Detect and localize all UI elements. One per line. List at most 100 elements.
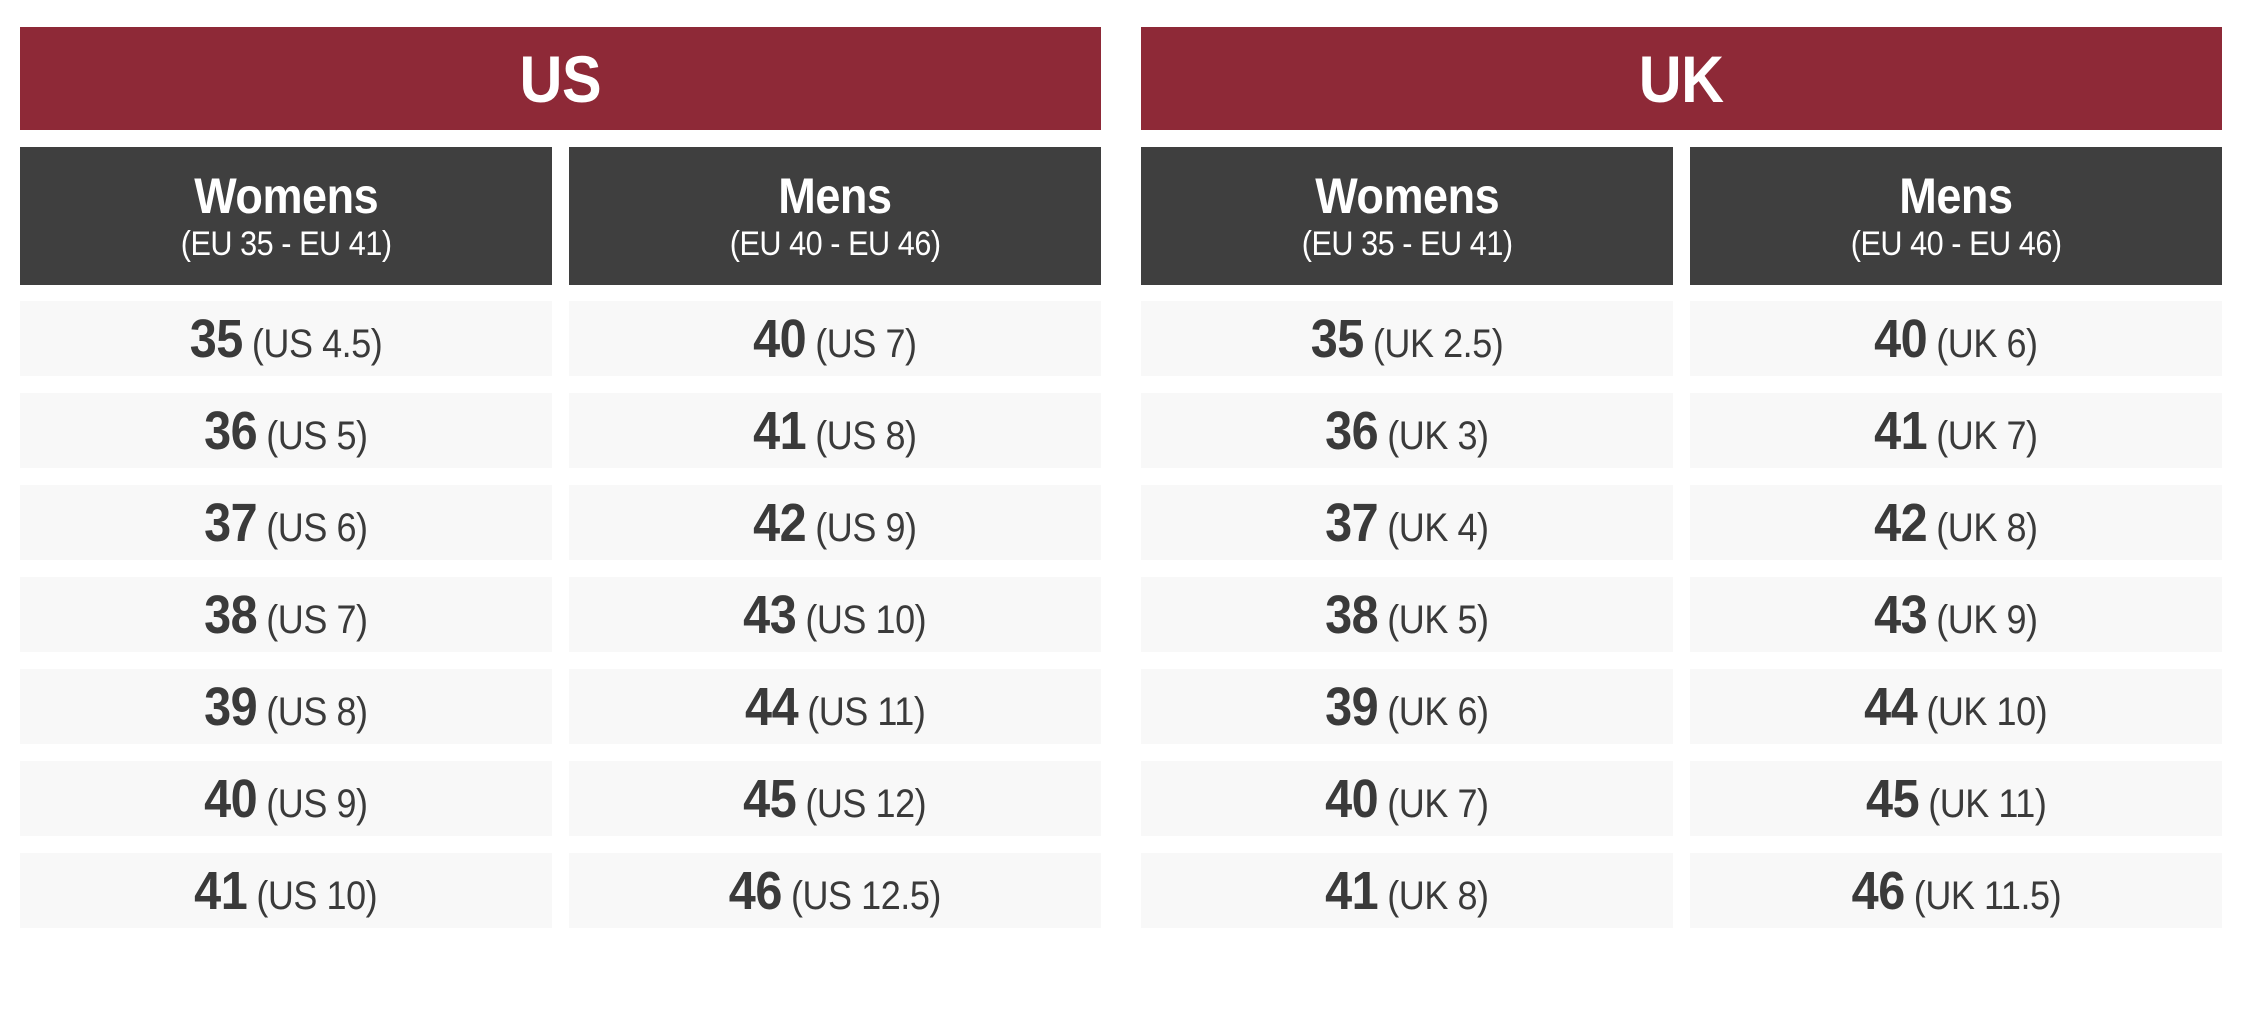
- eu-size: 45: [1865, 768, 1920, 829]
- eu-size: 37: [204, 492, 258, 553]
- local-size: (US 8): [266, 689, 368, 734]
- size-cell: 41 (UK 7): [1690, 393, 2222, 468]
- local-size: (US 9): [815, 505, 917, 550]
- table-row: 35 (US 4.5) 40 (US 7): [20, 301, 1101, 376]
- local-size: (US 7): [815, 321, 917, 366]
- local-size: (UK 10): [1926, 689, 2048, 734]
- size-cell-text: 41 (US 10): [194, 860, 378, 922]
- size-cell: 41 (UK 8): [1141, 853, 1673, 928]
- eu-size: 42: [1874, 492, 1928, 553]
- eu-size: 35: [189, 308, 244, 369]
- local-size: (US 12.5): [791, 873, 942, 918]
- size-cell: 37 (UK 4): [1141, 485, 1673, 560]
- column-header-uk-womens: Womens (EU 35 - EU 41): [1141, 147, 1673, 285]
- tables-wrap: US Womens (EU 35 - EU 41) Mens (EU 40 - …: [20, 27, 2222, 928]
- local-size: (US 9): [266, 781, 368, 826]
- local-size: (UK 2.5): [1372, 321, 1504, 366]
- size-cell-text: 45 (UK 11): [1865, 768, 2047, 830]
- size-cell-text: 46 (UK 11.5): [1851, 860, 2061, 922]
- table-row: 41 (US 10) 46 (US 12.5): [20, 853, 1101, 928]
- local-size: (UK 5): [1387, 597, 1489, 642]
- eu-size: 41: [753, 400, 807, 461]
- eu-size: 40: [204, 768, 258, 829]
- table-rows-us: 35 (US 4.5) 40 (US 7) 36 (US 5) 41 (US 8) 37 (US …: [20, 301, 1101, 928]
- column-label-womens: Womens: [1314, 167, 1499, 224]
- eu-size: 42: [753, 492, 807, 553]
- eu-size: 38: [1325, 584, 1379, 645]
- size-cell: 45 (US 12): [569, 761, 1101, 836]
- table-row: 37 (UK 4) 42 (UK 8): [1141, 485, 2222, 560]
- local-size: (US 7): [266, 597, 368, 642]
- size-cell-text: 38 (US 7): [204, 584, 368, 646]
- size-cell-text: 43 (US 10): [743, 584, 927, 646]
- eu-size: 41: [1874, 400, 1928, 461]
- size-cell: 41 (US 8): [569, 393, 1101, 468]
- size-cell-text: 40 (UK 7): [1325, 768, 1489, 830]
- column-label-mens: Mens: [1899, 167, 2013, 224]
- table-row: 38 (UK 5) 43 (UK 9): [1141, 577, 2222, 652]
- size-cell: 44 (US 11): [569, 669, 1101, 744]
- local-size: (UK 3): [1387, 413, 1489, 458]
- local-size: (UK 7): [1936, 413, 2038, 458]
- local-size: (UK 8): [1936, 505, 2038, 550]
- local-size: (US 10): [256, 873, 378, 918]
- column-header-us-womens: Womens (EU 35 - EU 41): [20, 147, 552, 285]
- table-row: 36 (US 5) 41 (US 8): [20, 393, 1101, 468]
- table-row: 37 (US 6) 42 (US 9): [20, 485, 1101, 560]
- eu-size: 36: [204, 400, 258, 461]
- column-header-uk-mens: Mens (EU 40 - EU 46): [1690, 147, 2222, 285]
- size-cell-text: 36 (US 5): [204, 400, 368, 462]
- size-table-uk: UK Womens (EU 35 - EU 41) Mens (EU 40 - …: [1141, 27, 2222, 928]
- local-size: (UK 11): [1927, 781, 2047, 826]
- size-cell-text: 36 (UK 3): [1325, 400, 1489, 462]
- size-cell: 35 (US 4.5): [20, 301, 552, 376]
- column-range-mens: (EU 40 - EU 46): [1850, 224, 2062, 263]
- eu-size: 39: [204, 676, 258, 737]
- eu-size: 36: [1325, 400, 1379, 461]
- size-cell-text: 44 (UK 10): [1864, 676, 2048, 738]
- eu-size: 46: [728, 860, 783, 921]
- local-size: (UK 7): [1387, 781, 1489, 826]
- eu-size: 43: [743, 584, 797, 645]
- local-size: (UK 11.5): [1913, 873, 2061, 918]
- size-cell: 36 (UK 3): [1141, 393, 1673, 468]
- table-row: 40 (US 9) 45 (US 12): [20, 761, 1101, 836]
- eu-size: 44: [744, 676, 799, 737]
- eu-size: 46: [1851, 860, 1905, 921]
- size-cell-text: 40 (US 7): [753, 308, 917, 370]
- size-cell: 40 (US 7): [569, 301, 1101, 376]
- eu-size: 45: [743, 768, 797, 829]
- size-cell: 39 (UK 6): [1141, 669, 1673, 744]
- table-row: 39 (US 8) 44 (US 11): [20, 669, 1101, 744]
- size-cell: 35 (UK 2.5): [1141, 301, 1673, 376]
- table-row: 40 (UK 7) 45 (UK 11): [1141, 761, 2222, 836]
- table-row: 35 (UK 2.5) 40 (UK 6): [1141, 301, 2222, 376]
- size-cell: 39 (US 8): [20, 669, 552, 744]
- size-cell: 41 (US 10): [20, 853, 552, 928]
- eu-size: 40: [1874, 308, 1928, 369]
- column-range-womens: (EU 35 - EU 41): [1301, 224, 1513, 263]
- table-title-us: US: [20, 27, 1101, 130]
- size-cell-text: 38 (UK 5): [1325, 584, 1489, 646]
- size-cell: 43 (UK 9): [1690, 577, 2222, 652]
- size-cell: 37 (US 6): [20, 485, 552, 560]
- size-cell-text: 40 (US 9): [204, 768, 368, 830]
- size-cell: 40 (UK 6): [1690, 301, 2222, 376]
- size-cell: 38 (US 7): [20, 577, 552, 652]
- size-cell-text: 45 (US 12): [743, 768, 927, 830]
- column-range-womens: (EU 35 - EU 41): [180, 224, 392, 263]
- eu-size: 43: [1874, 584, 1928, 645]
- eu-size: 41: [194, 860, 248, 921]
- size-cell-text: 37 (US 6): [204, 492, 368, 554]
- eu-size: 37: [1325, 492, 1379, 553]
- table-title-us-label: US: [519, 41, 602, 116]
- eu-size: 40: [1325, 768, 1379, 829]
- size-cell-text: 43 (UK 9): [1874, 584, 2038, 646]
- eu-size: 41: [1325, 860, 1379, 921]
- eu-size: 39: [1325, 676, 1379, 737]
- size-table-us: US Womens (EU 35 - EU 41) Mens (EU 40 - …: [20, 27, 1101, 928]
- table-row: 38 (US 7) 43 (US 10): [20, 577, 1101, 652]
- local-size: (US 5): [266, 413, 368, 458]
- size-cell-text: 41 (US 8): [753, 400, 917, 462]
